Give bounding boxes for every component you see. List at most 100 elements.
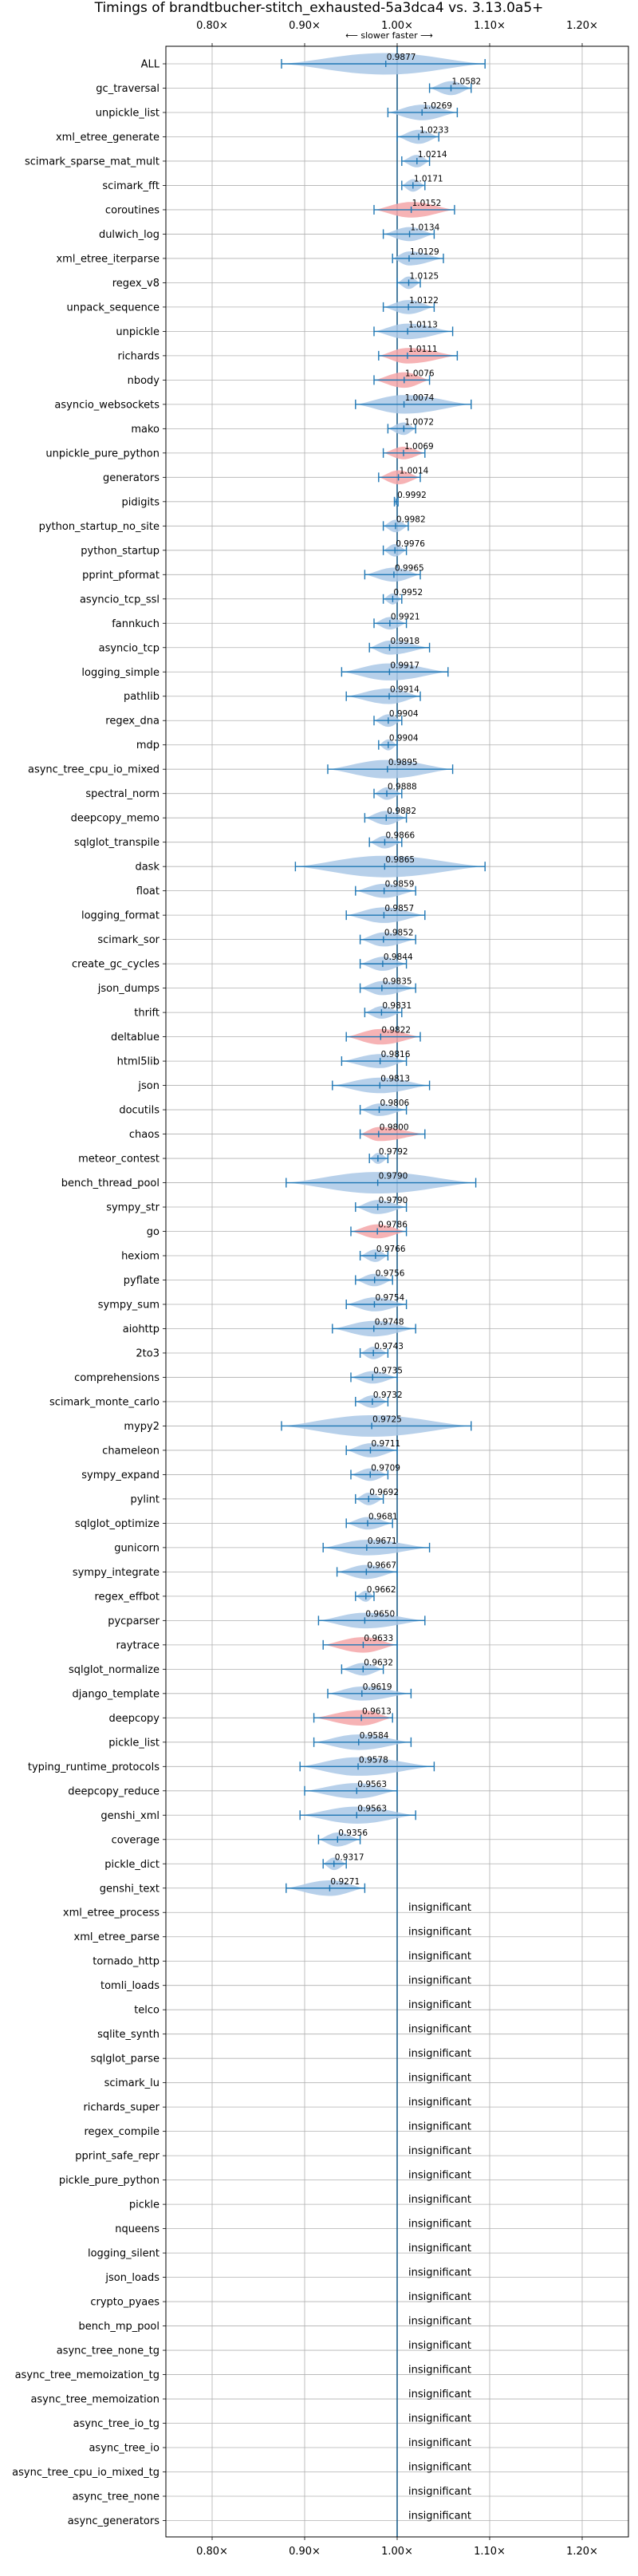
benchmark-label-async-generators: async_generators: [68, 2515, 160, 2527]
insignificant-label-crypto-pyaes: insignificant: [408, 2291, 471, 2303]
insignificant-label-tornado-http: insignificant: [408, 1951, 471, 1963]
chart-title: Timings of brandtbucher-stitch_exhausted…: [94, 0, 544, 16]
value-label-pycparser: 0.9650: [365, 1609, 395, 1619]
value-label-pickle-dict: 0.9317: [335, 1852, 364, 1862]
benchmark-label-python-startup: python_startup: [81, 545, 160, 557]
value-label-create-gc-cycles: 0.9844: [384, 953, 413, 962]
benchmark-label-bench-mp-pool: bench_mp_pool: [78, 2321, 160, 2333]
value-label-sqlglot-optimize: 0.9681: [368, 1512, 398, 1521]
x-tick-label-top: 0.90×: [289, 20, 321, 32]
benchmark-label-scimark-fft: scimark_fft: [102, 180, 160, 192]
value-label-sympy-str: 0.9790: [379, 1196, 408, 1205]
value-label-scimark-sparse-mat-mult: 1.0214: [418, 150, 447, 160]
value-label-unpickle: 1.0113: [408, 320, 438, 329]
value-label-unpickle-list: 1.0269: [423, 101, 452, 111]
value-label-coverage: 0.9356: [338, 1828, 368, 1838]
errorbar-layer: [281, 59, 486, 1893]
value-label-typing-runtime-protocols: 0.9578: [359, 1755, 388, 1765]
insignificant-label-xml-etree-process: insignificant: [408, 1902, 471, 1914]
insignificant-label-json-loads: insignificant: [408, 2267, 471, 2279]
benchmark-label-comprehensions: comprehensions: [74, 1372, 160, 1384]
value-label-deltablue: 0.9822: [381, 1026, 411, 1036]
value-label-python-startup: 0.9976: [396, 539, 425, 549]
benchmark-label-async-tree-memoization-tg: async_tree_memoization_tg: [15, 2369, 160, 2381]
benchmark-label-pidigits: pidigits: [122, 496, 160, 508]
value-label-nbody: 1.0076: [405, 369, 435, 378]
value-label-pickle-list: 0.9584: [360, 1731, 389, 1741]
value-label-coroutines: 1.0152: [412, 199, 442, 208]
benchmark-label-sqlglot-optimize: sqlglot_optimize: [75, 1518, 160, 1530]
benchmark-label-dask: dask: [135, 862, 160, 874]
benchmark-label-pycparser: pycparser: [108, 1615, 160, 1627]
benchmark-label-scimark-sor: scimark_sor: [97, 934, 160, 946]
benchmark-label-deepcopy-memo: deepcopy_memo: [71, 813, 160, 825]
benchmark-label-regex-dna: regex_dna: [105, 716, 160, 728]
value-label-chaos: 0.9800: [380, 1123, 409, 1133]
benchmark-label-richards-super: richards_super: [83, 2102, 160, 2114]
benchmark-label-coverage: coverage: [112, 1834, 160, 1846]
benchmark-label-async-tree-cpu-io-mixed-tg: async_tree_cpu_io_mixed_tg: [12, 2467, 160, 2479]
value-label-thrift: 0.9831: [382, 1001, 412, 1011]
benchmark-label-tomli-loads: tomli_loads: [100, 1980, 160, 1992]
insignificant-label-logging-silent: insignificant: [408, 2243, 471, 2254]
benchmark-label-regex-effbot: regex_effbot: [94, 1591, 160, 1603]
label-layer: ALL 0.9877 gc_traversal 1.0582 unpickle_list…: [12, 53, 481, 2527]
value-label-python-startup-no-site: 0.9982: [396, 515, 426, 524]
x-tick-label-top: 1.10×: [474, 20, 506, 32]
value-label-generators: 1.0014: [400, 466, 429, 475]
value-label-regex-v8: 1.0125: [410, 271, 439, 281]
value-label-genshi-text: 0.9271: [330, 1877, 360, 1887]
value-label-unpickle-pure-python: 1.0069: [404, 442, 434, 452]
benchmark-label-docutils: docutils: [119, 1105, 160, 1117]
benchmark-label-nqueens: nqueens: [115, 2223, 160, 2235]
value-label-2to3: 0.9743: [374, 1342, 404, 1351]
value-label-spectral-norm: 0.9888: [388, 783, 417, 792]
violin-layer: [282, 53, 486, 1896]
value-label-unpack-sequence: 1.0122: [409, 296, 439, 306]
benchmark-label-deepcopy: deepcopy: [108, 1713, 160, 1725]
benchmark-label-regex-compile: regex_compile: [84, 2126, 160, 2138]
value-label-chameleon: 0.9711: [371, 1439, 400, 1449]
benchmark-label-xml-etree-process: xml_etree_process: [63, 1907, 160, 1919]
value-label-asyncio-tcp: 0.9918: [390, 637, 419, 646]
value-label-sympy-sum: 0.9754: [375, 1293, 404, 1303]
value-label-asyncio-tcp-ssl: 0.9952: [393, 588, 423, 598]
benchmark-label-async-tree-memoization: async_tree_memoization: [30, 2394, 160, 2406]
benchmark-label-unpickle-list: unpickle_list: [96, 107, 160, 119]
benchmark-label-typing-runtime-protocols: typing_runtime_protocols: [28, 1761, 160, 1773]
benchmark-label-xml-etree-iterparse: xml_etree_iterparse: [56, 253, 160, 265]
value-label-float: 0.9859: [385, 880, 415, 890]
benchmark-label-deepcopy-reduce: deepcopy_reduce: [68, 1785, 160, 1797]
benchmark-label-dulwich-log: dulwich_log: [99, 229, 160, 241]
benchmark-label-scimark-lu: scimark_lu: [104, 2077, 160, 2089]
value-label-json-dumps: 0.9835: [383, 977, 412, 987]
benchmark-label-async-tree-none-tg: async_tree_none_tg: [57, 2345, 160, 2357]
benchmark-label-logging-simple: logging_simple: [81, 667, 160, 679]
benchmark-label-regex-v8: regex_v8: [112, 278, 160, 290]
direction-label: ⟵ slower faster ⟶: [345, 30, 433, 41]
x-tick-label-bottom: 1.20×: [566, 2546, 598, 2558]
benchmark-label-asyncio-tcp: asyncio_tcp: [99, 642, 160, 654]
benchmark-label-logging-silent: logging_silent: [88, 2248, 160, 2260]
benchmark-label-sympy-sum: sympy_sum: [98, 1299, 160, 1311]
benchmark-label-richards: richards: [118, 350, 160, 362]
value-label-regex-effbot: 0.9662: [367, 1585, 396, 1595]
value-label-scimark-fft: 1.0171: [414, 174, 443, 183]
benchmark-label-pickle: pickle: [129, 2199, 160, 2211]
benchmark-label-genshi-xml: genshi_xml: [100, 1810, 160, 1822]
insignificant-label-pickle: insignificant: [408, 2194, 471, 2206]
benchmark-label-sqlglot-normalize: sqlglot_normalize: [69, 1664, 160, 1676]
value-label-pprint-pformat: 0.9965: [395, 563, 424, 573]
insignificant-label-async-generators: insignificant: [408, 2510, 471, 2522]
benchmark-label-tornado-http: tornado_http: [93, 1956, 160, 1968]
benchmark-label-gc-traversal: gc_traversal: [96, 83, 160, 95]
x-tick-label-bottom: 1.00×: [381, 2546, 413, 2558]
benchmark-label-sympy-str: sympy_str: [106, 1202, 160, 1214]
benchmark-label-2to3: 2to3: [136, 1347, 160, 1359]
benchmark-label-raytrace: raytrace: [116, 1639, 160, 1651]
insignificant-label-pprint-safe-repr: insignificant: [408, 2145, 471, 2157]
value-label-xml-etree-generate: 1.0233: [419, 125, 449, 135]
value-label-sqlglot-normalize: 0.9632: [364, 1658, 393, 1667]
value-label-mdp: 0.9904: [389, 734, 419, 744]
value-label-all: 0.9877: [387, 53, 416, 62]
